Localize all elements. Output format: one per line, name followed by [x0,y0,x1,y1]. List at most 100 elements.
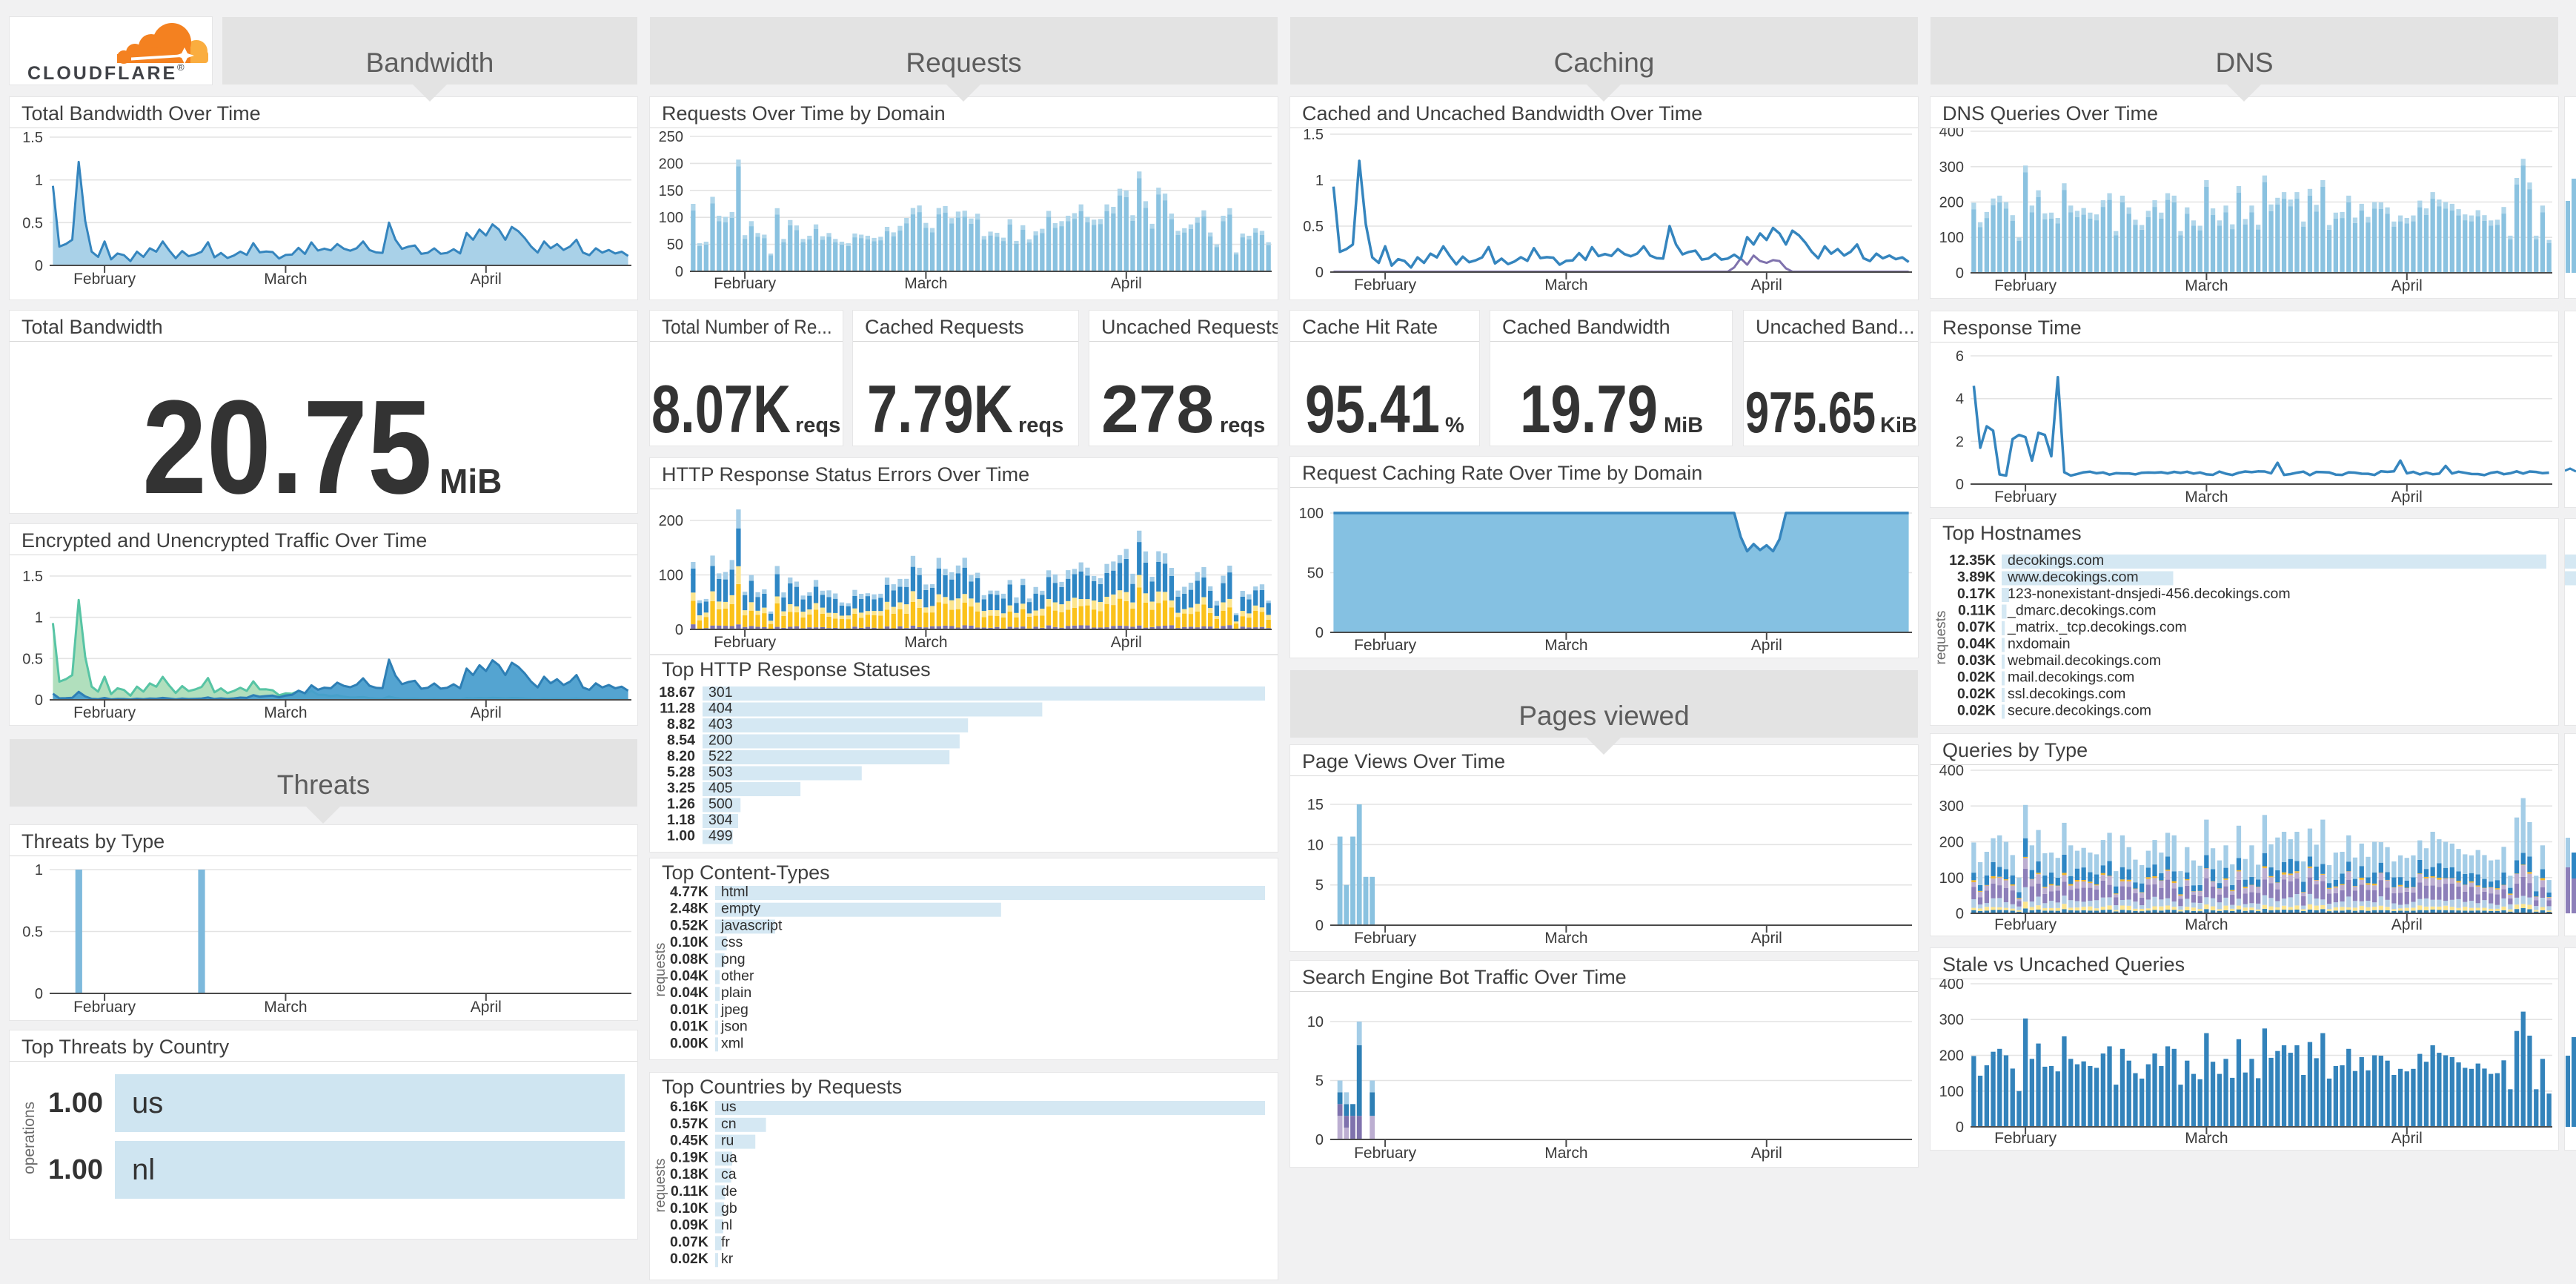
svg-text:5: 5 [1315,1073,1324,1090]
svg-text:200: 200 [659,513,683,529]
svg-text:1: 1 [35,862,43,878]
svg-text:11.28: 11.28 [660,701,695,717]
svg-text:6.16K: 6.16K [670,1099,708,1115]
svg-text:February: February [1354,930,1417,947]
svg-text:400: 400 [1939,763,1964,779]
svg-text:0.04K: 0.04K [670,968,708,984]
svg-text:0.02K: 0.02K [1957,703,1996,719]
svg-text:0.02K: 0.02K [1957,669,1996,686]
svg-text:1.5: 1.5 [1303,127,1324,143]
svg-text:requests: requests [653,1159,668,1213]
svg-text:1.18: 1.18 [667,812,695,828]
svg-text:plain: plain [721,984,751,1001]
svg-text:February: February [73,704,136,721]
svg-text:0.02K: 0.02K [670,1251,708,1267]
svg-text:April: April [2391,916,2423,933]
svg-text:0: 0 [35,258,43,274]
svg-text:499: 499 [708,828,733,844]
svg-text:other: other [721,968,754,984]
svg-text:10: 10 [1307,1014,1324,1030]
svg-text:fr: fr [721,1234,730,1250]
svg-text:95.41: 95.41 [1305,372,1440,446]
svg-text:0.5: 0.5 [1303,219,1324,235]
svg-text:6: 6 [1956,348,1964,365]
svg-text:0: 0 [1315,918,1324,934]
svg-text:MiB: MiB [1664,414,1703,437]
svg-text:0.00K: 0.00K [670,1035,708,1051]
svg-text:0.17K: 0.17K [1957,586,1996,602]
svg-text:0.52K: 0.52K [670,917,708,933]
svg-text:KiB: KiB [1880,414,1917,437]
svg-text:405: 405 [708,780,733,796]
svg-text:_matrix._tcp.decokings.com: _matrix._tcp.decokings.com [2007,619,2187,635]
svg-text:300: 300 [1939,798,1964,815]
svg-text:0: 0 [675,622,683,638]
svg-text:decokings.com: decokings.com [2008,552,2104,569]
svg-text:3.25: 3.25 [667,780,695,796]
svg-text:ssl.decokings.com: ssl.decokings.com [2008,686,2125,702]
svg-text:301: 301 [708,684,733,701]
svg-text:500: 500 [708,796,733,813]
svg-text:0: 0 [1956,265,1964,282]
svg-text:0.5: 0.5 [22,651,43,667]
svg-text:0.57K: 0.57K [670,1116,708,1132]
svg-text:0.07K: 0.07K [670,1234,708,1250]
svg-text:CLOUDFLARE: CLOUDFLARE [27,63,177,84]
svg-text:0: 0 [35,692,43,709]
svg-text:us: us [721,1099,737,1115]
svg-text:200: 200 [708,732,733,749]
svg-text:5.28: 5.28 [667,764,695,781]
svg-text:3.89K: 3.89K [1957,569,1996,586]
svg-text:kr: kr [721,1251,734,1267]
svg-text:0.5: 0.5 [22,215,43,231]
svg-text:April: April [471,704,502,721]
svg-text:March: March [264,999,307,1016]
svg-text:1: 1 [35,173,43,189]
svg-text:xml: xml [721,1035,743,1051]
svg-text:8.54: 8.54 [667,732,695,749]
svg-text:April: April [2391,489,2423,506]
svg-text:ru: ru [721,1133,734,1149]
svg-text:18.67: 18.67 [659,684,695,701]
svg-text:100: 100 [659,210,683,226]
svg-text:secure.decokings.com: secure.decokings.com [2008,703,2151,719]
svg-text:250: 250 [659,129,683,145]
svg-text:ua: ua [721,1149,737,1165]
svg-text:February: February [714,634,777,651]
svg-text:de: de [721,1183,737,1199]
svg-text:%: % [1445,414,1464,437]
svg-text:April: April [471,999,502,1016]
svg-text:March: March [904,275,947,292]
svg-text:20.75: 20.75 [142,373,432,513]
svg-text:403: 403 [708,716,733,732]
svg-text:0.18K: 0.18K [670,1166,708,1182]
svg-text:15: 15 [1307,797,1324,813]
svg-text:_dmarc.decokings.com: _dmarc.decokings.com [2007,603,2157,619]
svg-text:2: 2 [1956,434,1964,450]
svg-text:February: February [1354,637,1417,654]
svg-text:MiB: MiB [439,462,502,500]
svg-text:975.65: 975.65 [1745,380,1876,445]
svg-text:0: 0 [1315,625,1324,641]
svg-text:March: March [264,271,307,288]
svg-text:0: 0 [1315,265,1324,281]
svg-text:200: 200 [1939,195,1964,211]
svg-text:8.20: 8.20 [667,748,695,764]
svg-text:0.08K: 0.08K [670,951,708,967]
svg-text:1.5: 1.5 [22,569,43,585]
svg-text:200: 200 [659,156,683,172]
svg-text:0.10K: 0.10K [670,934,708,950]
svg-text:0.07K: 0.07K [1957,619,1996,635]
svg-text:0.11K: 0.11K [1958,603,1996,619]
svg-text:0.01K: 0.01K [670,1019,708,1035]
svg-text:0: 0 [1956,1119,1964,1136]
svg-text:100: 100 [659,568,683,584]
svg-text:150: 150 [659,183,683,199]
svg-text:April: April [1751,637,1782,654]
svg-text:ca: ca [721,1166,737,1182]
svg-text:404: 404 [708,701,733,717]
svg-text:0: 0 [35,986,43,1002]
svg-text:100: 100 [1939,230,1964,246]
svg-text:0.10K: 0.10K [670,1200,708,1217]
svg-text:February: February [73,999,136,1016]
